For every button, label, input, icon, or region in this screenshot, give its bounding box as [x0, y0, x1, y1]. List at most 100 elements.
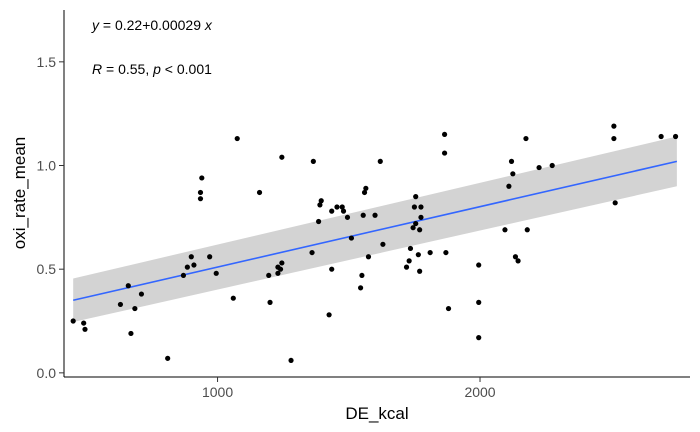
x-tick-label: 1000	[202, 384, 233, 400]
data-point	[288, 357, 294, 364]
data-point	[476, 299, 482, 305]
data-point	[417, 268, 423, 274]
data-point	[441, 131, 448, 138]
data-point	[266, 272, 272, 279]
data-points	[70, 123, 679, 364]
data-point	[357, 285, 364, 291]
data-point	[279, 154, 285, 160]
data-point	[418, 214, 424, 220]
data-point	[476, 335, 482, 341]
data-point	[413, 194, 419, 200]
data-point	[125, 283, 131, 289]
data-point	[363, 185, 369, 191]
data-point	[70, 318, 76, 324]
data-point	[549, 162, 555, 169]
data-point	[329, 266, 335, 272]
data-point	[361, 189, 368, 196]
data-point	[310, 158, 316, 164]
data-point	[256, 189, 263, 196]
plot-area	[70, 123, 679, 364]
data-point	[410, 225, 416, 231]
data-point	[406, 258, 412, 264]
y-axis-title: oxi_rate_mean	[10, 137, 29, 249]
y-tick-label: 1.0	[37, 158, 57, 174]
data-point	[365, 254, 372, 260]
regression-line	[73, 160, 678, 302]
data-point	[359, 272, 365, 279]
data-point	[277, 266, 284, 272]
axes: 1000 2000 0.0 0.5 1.0 1.5	[37, 10, 690, 400]
data-point	[180, 272, 187, 279]
data-point	[138, 291, 145, 297]
data-point	[658, 133, 664, 140]
y-ticks: 0.0 0.5 1.0 1.5	[37, 54, 64, 381]
confidence-band	[73, 136, 677, 323]
data-point	[279, 260, 285, 266]
data-point	[506, 183, 512, 189]
data-point	[207, 254, 213, 260]
data-point	[117, 301, 124, 308]
data-point	[427, 249, 433, 256]
data-point	[413, 220, 419, 227]
data-point	[360, 212, 366, 218]
data-point	[329, 208, 335, 214]
data-point	[417, 227, 423, 233]
data-point	[191, 262, 197, 268]
data-point	[476, 262, 482, 268]
data-point	[197, 189, 204, 196]
data-point	[502, 227, 508, 233]
data-point	[445, 305, 452, 312]
data-point	[128, 330, 134, 337]
data-point	[441, 150, 448, 156]
data-point	[275, 270, 281, 276]
data-point	[510, 171, 516, 177]
data-point	[339, 204, 345, 210]
data-point	[197, 196, 204, 202]
data-point	[411, 204, 418, 210]
data-point	[611, 135, 617, 142]
data-point	[377, 158, 383, 164]
data-point	[188, 254, 194, 260]
data-point	[523, 135, 529, 142]
data-point	[340, 208, 347, 214]
data-point	[611, 123, 617, 129]
data-point	[165, 355, 171, 361]
data-point	[317, 202, 323, 208]
data-point	[230, 295, 236, 301]
data-point	[309, 249, 315, 256]
regression-equation: y = 0.22+0.00029 x	[91, 17, 213, 33]
data-point	[407, 245, 414, 252]
data-point	[536, 164, 542, 171]
data-point	[213, 270, 219, 276]
data-point	[81, 320, 87, 326]
data-point	[318, 198, 324, 204]
data-point	[403, 264, 410, 270]
x-ticks: 1000 2000	[202, 377, 496, 400]
data-point	[315, 218, 322, 225]
data-point	[508, 158, 515, 164]
data-point	[82, 326, 88, 332]
x-axis-title: DE_kcal	[345, 404, 408, 423]
data-point	[515, 258, 521, 264]
data-point	[524, 227, 530, 233]
data-point	[672, 133, 679, 140]
data-point	[199, 175, 205, 181]
x-tick-label: 2000	[464, 384, 495, 400]
data-point	[372, 212, 378, 218]
data-point	[184, 264, 190, 270]
y-tick-label: 0.0	[37, 365, 57, 381]
data-point	[234, 135, 240, 142]
y-tick-label: 0.5	[37, 261, 57, 277]
data-point	[443, 249, 449, 256]
data-point	[334, 204, 340, 210]
data-point	[612, 200, 618, 206]
data-point	[415, 252, 421, 258]
data-point	[326, 312, 332, 318]
data-point	[344, 214, 351, 220]
data-point	[418, 204, 424, 210]
data-point	[380, 241, 386, 247]
data-point	[132, 305, 138, 312]
data-point	[512, 254, 519, 260]
data-point	[267, 299, 273, 305]
